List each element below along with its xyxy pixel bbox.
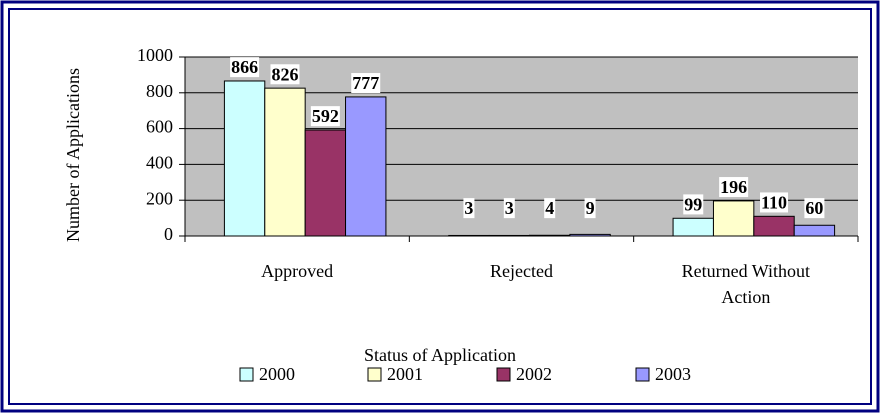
data-label: 777: [352, 73, 379, 93]
y-axis-title: Number of Applications: [63, 68, 83, 242]
bar: [488, 234, 530, 237]
data-label-bg: [544, 198, 556, 219]
data-label: 592: [312, 106, 339, 126]
bar: [672, 217, 714, 237]
data-label-bg: [804, 198, 825, 219]
x-tick-label: Approved: [261, 261, 334, 281]
data-label: 196: [720, 177, 747, 197]
data-label-bg: [270, 64, 300, 85]
data-label: 99: [684, 194, 702, 214]
data-label-bg: [351, 73, 381, 94]
data-label-bg: [683, 194, 704, 215]
y-tick-label: 800: [146, 81, 173, 101]
bar: [793, 224, 836, 237]
data-label: 9: [586, 198, 595, 218]
data-label: 60: [805, 198, 823, 218]
data-label-bg: [760, 192, 789, 213]
y-tick-label: 200: [146, 188, 173, 208]
legend-swatch: [496, 367, 511, 382]
data-label-bg: [719, 177, 749, 198]
bar: [304, 129, 347, 237]
bar: [264, 87, 306, 237]
x-tick-label: Rejected: [490, 261, 553, 281]
y-tick-label: 600: [146, 117, 173, 137]
bar: [569, 233, 611, 237]
data-label-bg: [310, 106, 340, 127]
legend-swatch: [367, 367, 382, 382]
data-label-bg: [463, 198, 475, 219]
bar: [345, 96, 387, 237]
legend-label: 2001: [387, 364, 423, 384]
y-tick-label: 0: [164, 224, 173, 244]
legend-label: 2000: [259, 364, 295, 384]
y-tick-label: 400: [146, 153, 173, 173]
data-label: 3: [464, 198, 473, 218]
data-label: 866: [231, 57, 258, 77]
bar: [448, 234, 490, 237]
bar: [712, 200, 755, 237]
inner-frame: [8, 8, 872, 405]
data-label: 3: [505, 198, 514, 218]
data-label-bg: [503, 198, 515, 219]
x-tick-label: Returned Without Action: [681, 261, 811, 307]
bar: [223, 80, 266, 237]
data-label-bg: [230, 57, 260, 78]
x-axis-title: Status of Application: [364, 345, 516, 365]
bar: [529, 234, 571, 237]
data-label: 826: [271, 64, 298, 84]
legend-swatch: [239, 367, 254, 382]
data-label: 4: [545, 198, 554, 218]
bar: [753, 215, 795, 237]
y-tick-label: 1000: [137, 45, 173, 65]
legend-swatch: [635, 367, 650, 382]
legend-label: 2002: [516, 364, 552, 384]
legend-label: 2003: [655, 364, 691, 384]
data-label-bg: [584, 198, 596, 219]
data-label: 110: [761, 192, 787, 212]
